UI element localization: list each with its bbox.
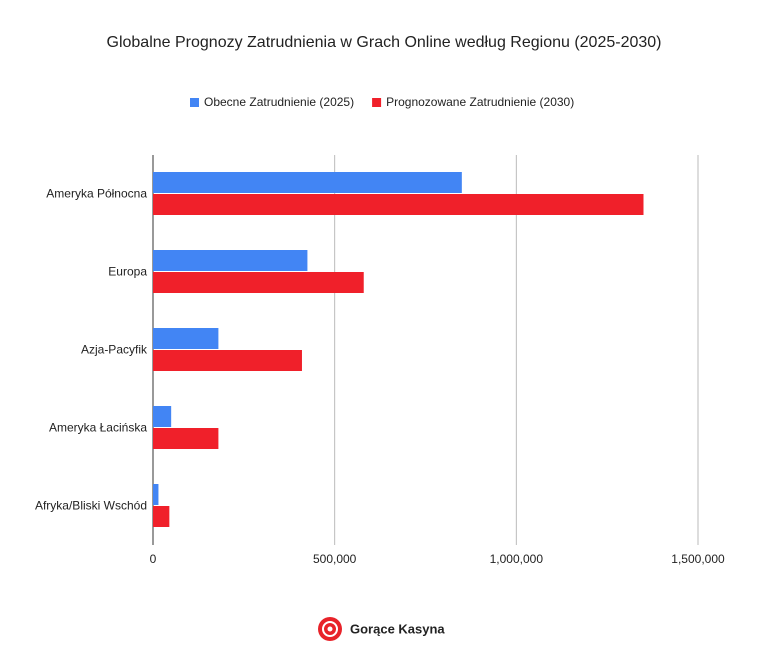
x-tick-label: 1,000,000 (490, 552, 544, 566)
bar (153, 484, 159, 505)
bar (153, 506, 170, 527)
footer-brand: Gorące Kasyna (350, 621, 445, 636)
bar (153, 172, 462, 193)
bar (153, 328, 219, 349)
logo-icon (318, 617, 342, 641)
bar (153, 194, 644, 215)
y-tick-label: Azja-Pacyfik (80, 342, 147, 357)
x-tick-label: 0 (150, 552, 157, 566)
legend-label: Prognozowane Zatrudnienie (2030) (386, 95, 574, 109)
legend-label: Obecne Zatrudnienie (2025) (204, 95, 354, 109)
bar (153, 272, 364, 293)
x-tick-label: 500,000 (313, 552, 357, 566)
y-tick-label: Europa (108, 264, 147, 279)
chart-title: Globalne Prognozy Zatrudnienia w Grach O… (107, 34, 662, 51)
bar (153, 406, 172, 427)
y-tick-label: Afryka/Bliski Wschód (34, 498, 147, 513)
legend-swatch (190, 98, 199, 107)
y-tick-label: Ameryka Północna (46, 186, 147, 201)
bar (153, 250, 308, 271)
legend-swatch (372, 98, 382, 107)
bar (153, 350, 302, 371)
bar (153, 428, 219, 449)
y-tick-label: Ameryka Łacińska (48, 420, 147, 435)
x-tick-label: 1,500,000 (671, 552, 725, 566)
